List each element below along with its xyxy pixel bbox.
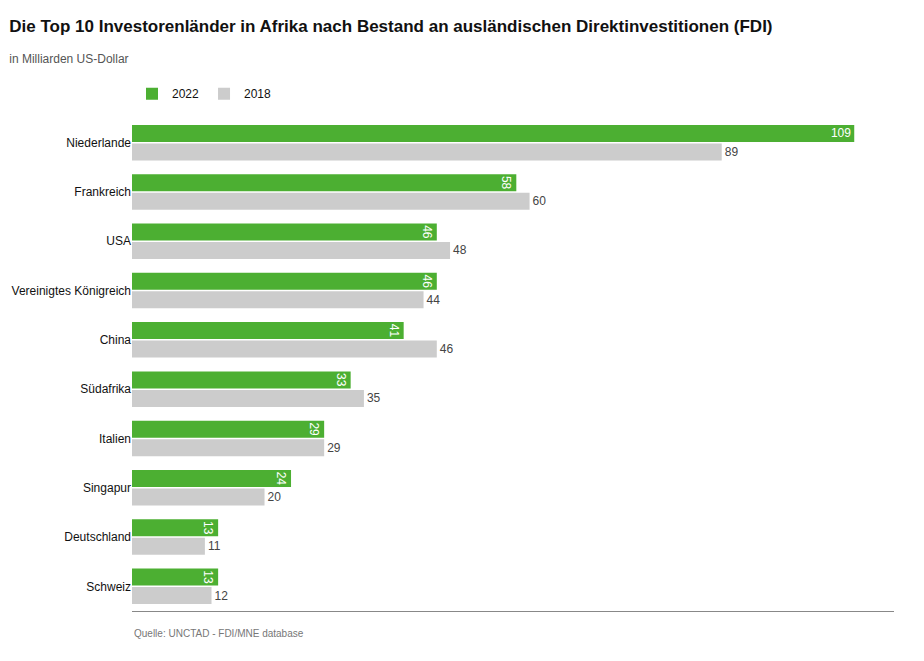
svg-text:60: 60: [533, 194, 547, 208]
svg-text:Quelle: UNCTAD - FDI/MNE datab: Quelle: UNCTAD - FDI/MNE database: [134, 628, 304, 639]
svg-text:Südafrika: Südafrika: [80, 382, 131, 396]
svg-text:Vereinigtes Königreich: Vereinigtes Königreich: [12, 284, 131, 298]
svg-text:46: 46: [420, 225, 434, 239]
svg-text:in Milliarden US-Dollar: in Milliarden US-Dollar: [9, 52, 128, 66]
svg-text:Deutschland: Deutschland: [64, 530, 131, 544]
svg-text:48: 48: [453, 243, 467, 257]
svg-text:33: 33: [334, 373, 348, 387]
svg-text:41: 41: [387, 324, 401, 338]
svg-text:109: 109: [831, 126, 851, 140]
svg-text:2018: 2018: [244, 87, 271, 101]
svg-text:Frankreich: Frankreich: [74, 185, 131, 199]
svg-text:29: 29: [327, 441, 341, 455]
svg-text:20: 20: [268, 490, 282, 504]
svg-text:46: 46: [440, 342, 454, 356]
svg-text:Singapur: Singapur: [83, 481, 131, 495]
svg-text:46: 46: [420, 274, 434, 288]
svg-text:China: China: [100, 333, 132, 347]
svg-text:Italien: Italien: [99, 432, 131, 446]
svg-text:35: 35: [367, 391, 381, 405]
svg-text:Niederlande: Niederlande: [66, 136, 131, 150]
svg-text:44: 44: [427, 293, 441, 307]
svg-text:11: 11: [208, 539, 221, 553]
svg-text:13: 13: [201, 570, 215, 584]
svg-text:24: 24: [274, 472, 288, 486]
svg-text:USA: USA: [106, 234, 131, 248]
svg-text:13: 13: [201, 521, 215, 535]
svg-text:Schweiz: Schweiz: [86, 580, 131, 594]
svg-text:2022: 2022: [172, 87, 199, 101]
svg-text:89: 89: [725, 145, 739, 159]
svg-text:29: 29: [307, 422, 321, 436]
svg-text:12: 12: [215, 589, 229, 603]
svg-text:Die Top 10 Investorenländer in: Die Top 10 Investorenländer in Afrika na…: [9, 17, 772, 36]
svg-text:58: 58: [499, 176, 513, 190]
